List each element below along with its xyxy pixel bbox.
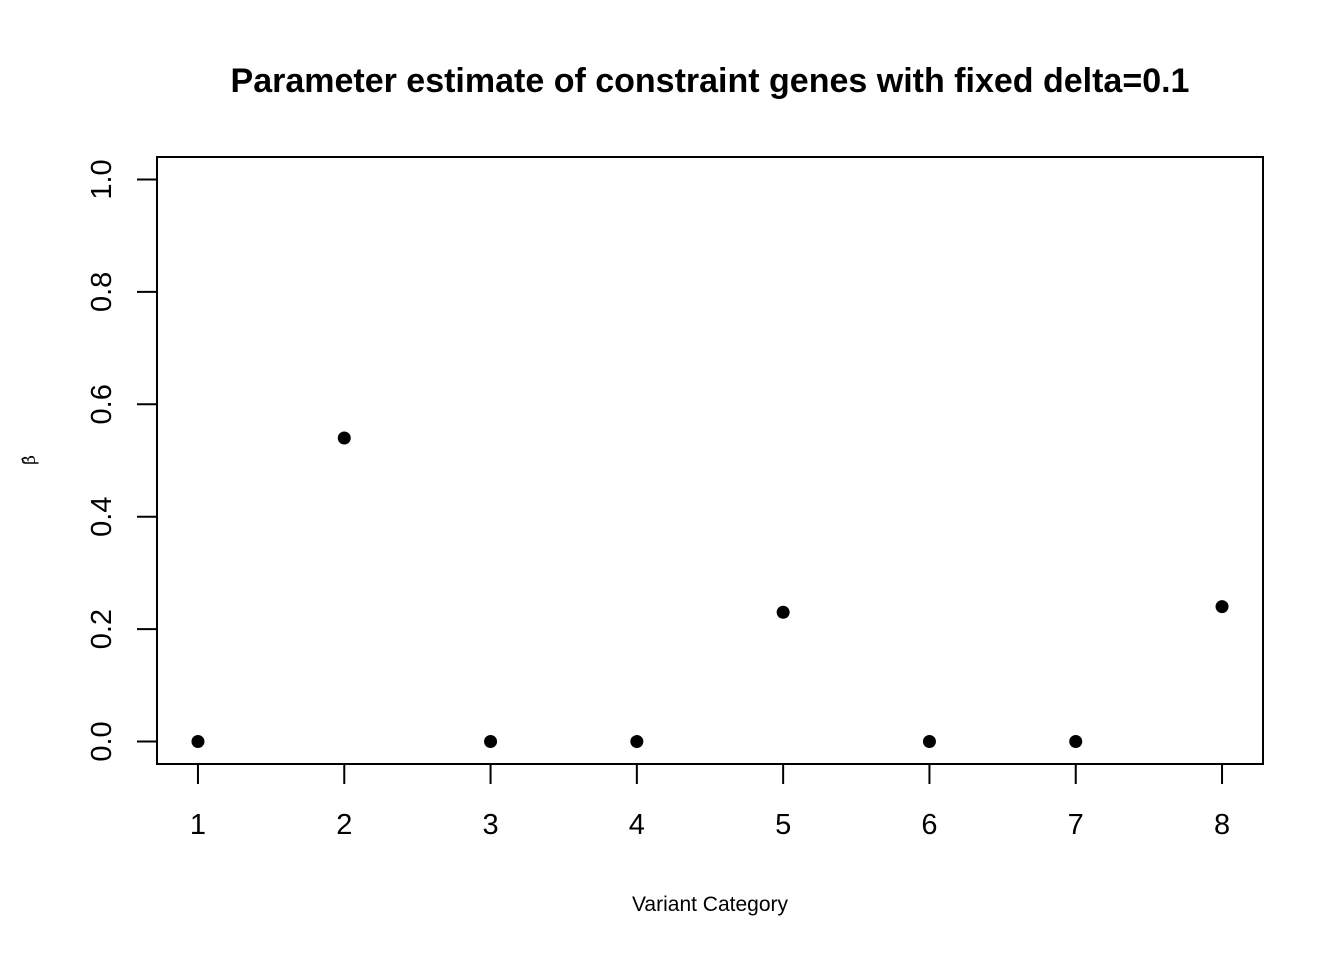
plot-area-frame — [156, 156, 1264, 765]
y-tick-label: 0.4 — [86, 497, 118, 537]
y-tick-label: 0.2 — [86, 609, 118, 649]
x-tick-label: 4 — [629, 809, 645, 841]
data-point — [776, 605, 790, 619]
y-axis: 0.0 0.2 0.4 0.6 0.8 1.0 — [86, 159, 158, 762]
x-tick-label: 5 — [775, 809, 791, 841]
y-tick-label: 0.8 — [86, 272, 118, 312]
x-tick-label: 7 — [1068, 809, 1084, 841]
x-tick-label: 6 — [921, 809, 937, 841]
data-point — [630, 735, 644, 749]
y-tick-label: 0.6 — [86, 384, 118, 424]
y-tick-label: 1.0 — [86, 159, 118, 199]
data-point — [922, 735, 936, 749]
x-tick-label: 2 — [336, 809, 352, 841]
x-tick-label: 3 — [482, 809, 498, 841]
x-tick-label: 1 — [190, 809, 206, 841]
data-point — [484, 735, 498, 749]
x-axis-label: Variant Category — [632, 893, 789, 916]
y-axis-label: β̂ — [20, 455, 40, 465]
data-point — [337, 431, 351, 445]
data-point — [1215, 600, 1229, 614]
data-points — [191, 431, 1229, 749]
x-tick-label: 8 — [1214, 809, 1230, 841]
y-tick-label: 0.0 — [86, 721, 118, 761]
chart-title: Parameter estimate of constraint genes w… — [231, 62, 1190, 100]
x-axis: 1 2 3 4 5 6 7 8 — [190, 763, 1230, 841]
data-point — [1069, 735, 1083, 749]
data-point — [191, 735, 205, 749]
